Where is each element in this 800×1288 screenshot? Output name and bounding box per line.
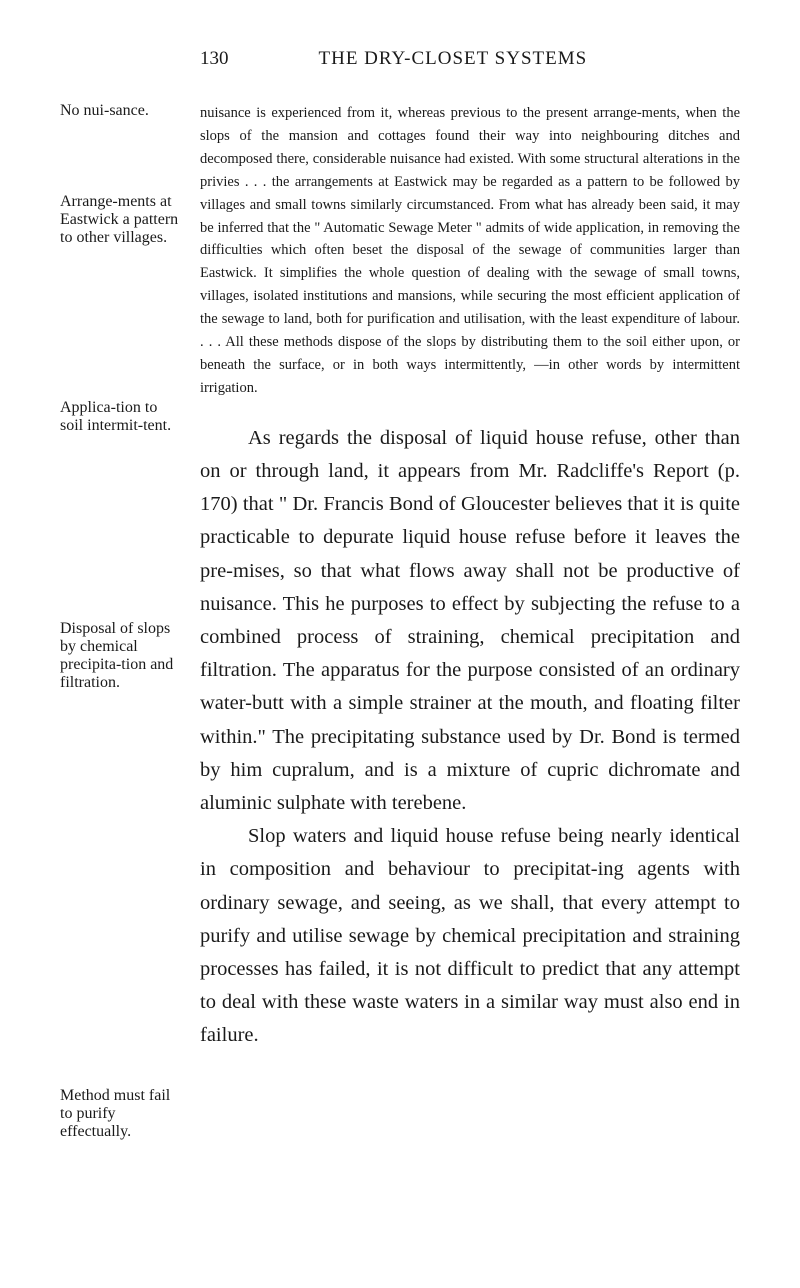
small-text-section: No nui-sance. Arrange-ments at Eastwick … [200,102,740,400]
margin-note-arrangements: Arrange-ments at Eastwick a pattern to o… [60,193,184,247]
page-header: 130 THE DRY-CLOSET SYSTEMS [60,48,740,70]
margin-note-disposal: Disposal of slops by chemical precipita-… [60,620,184,692]
body-paragraph-2: Slop waters and liquid house refuse bein… [200,820,740,1052]
page-title: THE DRY-CLOSET SYSTEMS [319,48,588,70]
small-paragraph: nuisance is experienced from it, whereas… [200,102,740,400]
body-paragraph-1: As regards the disposal of liquid house … [200,422,740,820]
margin-note-application: Applica-tion to soil intermit-tent. [60,399,184,435]
margin-note-method: Method must fail to purify effectually. [60,1087,184,1141]
main-column: No nui-sance. Arrange-ments at Eastwick … [200,102,740,1053]
margin-note-nuisance: No nui-sance. [60,102,184,120]
page-number: 130 [200,48,229,70]
content-area: No nui-sance. Arrange-ments at Eastwick … [60,102,740,1053]
body-text-section: Disposal of slops by chemical precipita-… [200,422,740,1053]
